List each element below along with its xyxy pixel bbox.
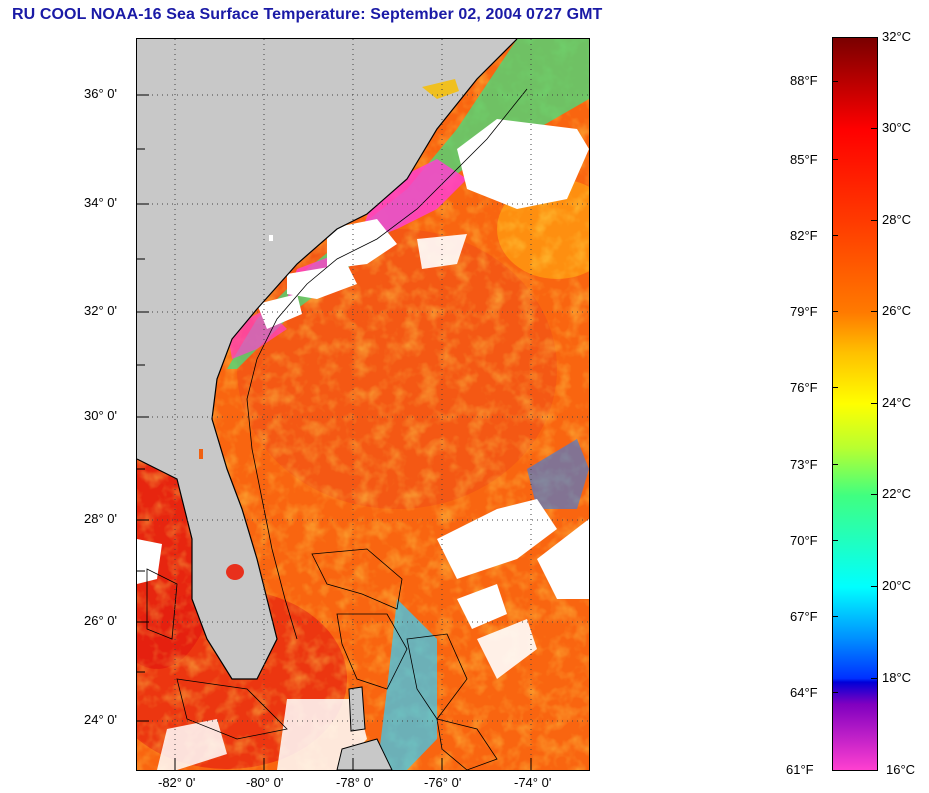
bahamas-islands — [146, 548, 498, 770]
c-label-30: 30°C — [882, 120, 912, 135]
c-label-26: 26°C — [882, 303, 912, 318]
f-tick — [832, 387, 838, 388]
lat-label-36: 36° 0' — [84, 86, 117, 101]
c-tick — [871, 128, 877, 129]
c-label-18: 18°C — [882, 670, 912, 685]
f-tick — [832, 235, 838, 236]
c-tick — [871, 678, 877, 679]
f-label-73: 73°F — [790, 457, 818, 472]
c-label-20: 20°C — [882, 578, 912, 593]
c-tick — [871, 311, 877, 312]
f-label-88: 88°F — [790, 73, 818, 88]
c-tick — [871, 220, 877, 221]
lat-label-24: 24° 0' — [84, 712, 117, 727]
lat-label-34: 34° 0' — [84, 195, 117, 210]
chart-title: RU COOL NOAA-16 Sea Surface Temperature:… — [12, 6, 603, 23]
cuba-landmass — [336, 738, 393, 770]
inland-water — [199, 79, 459, 580]
f-tick — [832, 311, 838, 312]
c-label-32: 32°C — [882, 29, 912, 44]
c-label-24: 24°C — [882, 395, 912, 410]
andros-island — [348, 686, 366, 732]
coastline — [137, 39, 518, 680]
lat-label-28: 28° 0' — [84, 511, 117, 526]
f-tick — [832, 159, 838, 160]
lat-label-30: 30° 0' — [84, 408, 117, 423]
shelf-contour — [246, 88, 528, 640]
graticule — [137, 39, 589, 770]
f-label-82: 82°F — [790, 228, 818, 243]
f-label-67: 67°F — [790, 609, 818, 624]
c-label-28: 28°C — [882, 212, 912, 227]
lon-label-82: -82° 0' — [158, 775, 196, 790]
f-tick — [832, 692, 838, 693]
c-label-16: 16°C — [886, 762, 916, 777]
lat-label-32: 32° 0' — [84, 303, 117, 318]
c-tick — [871, 403, 877, 404]
axis-ticks — [137, 94, 532, 770]
lat-label-26: 26° 0' — [84, 613, 117, 628]
f-label-85: 85°F — [790, 152, 818, 167]
f-label-64: 64°F — [790, 685, 818, 700]
temperature-colorbar — [832, 37, 878, 771]
c-tick — [871, 586, 877, 587]
f-label-76: 76°F — [790, 380, 818, 395]
f-tick — [832, 81, 838, 82]
f-tick — [832, 540, 838, 541]
lon-label-80: -80° 0' — [246, 775, 284, 790]
c-tick — [871, 494, 877, 495]
lon-label-74: -74° 0' — [514, 775, 552, 790]
sst-map-canvas — [137, 39, 589, 770]
f-label-61: 61°F — [786, 762, 814, 777]
f-label-70: 70°F — [790, 533, 818, 548]
sst-map[interactable] — [136, 38, 590, 771]
c-label-22: 22°C — [882, 486, 912, 501]
f-label-79: 79°F — [790, 304, 818, 319]
f-tick — [832, 616, 838, 617]
lon-label-78: -78° 0' — [336, 775, 374, 790]
ocean-sst-field — [137, 39, 589, 770]
lon-label-76: -76° 0' — [424, 775, 462, 790]
f-tick — [832, 464, 838, 465]
